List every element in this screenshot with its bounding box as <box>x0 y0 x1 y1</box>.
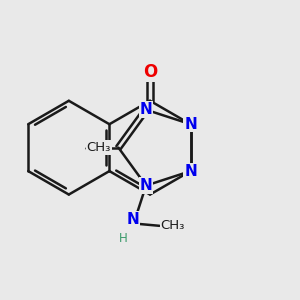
Text: CH₃: CH₃ <box>87 141 111 154</box>
Text: N: N <box>184 117 197 132</box>
Text: N: N <box>126 212 139 227</box>
Text: N: N <box>140 102 152 117</box>
Text: H: H <box>119 232 128 245</box>
Text: CH₃: CH₃ <box>160 219 185 232</box>
Text: O: O <box>143 63 157 81</box>
Text: N: N <box>140 178 152 193</box>
Text: N: N <box>184 164 197 178</box>
